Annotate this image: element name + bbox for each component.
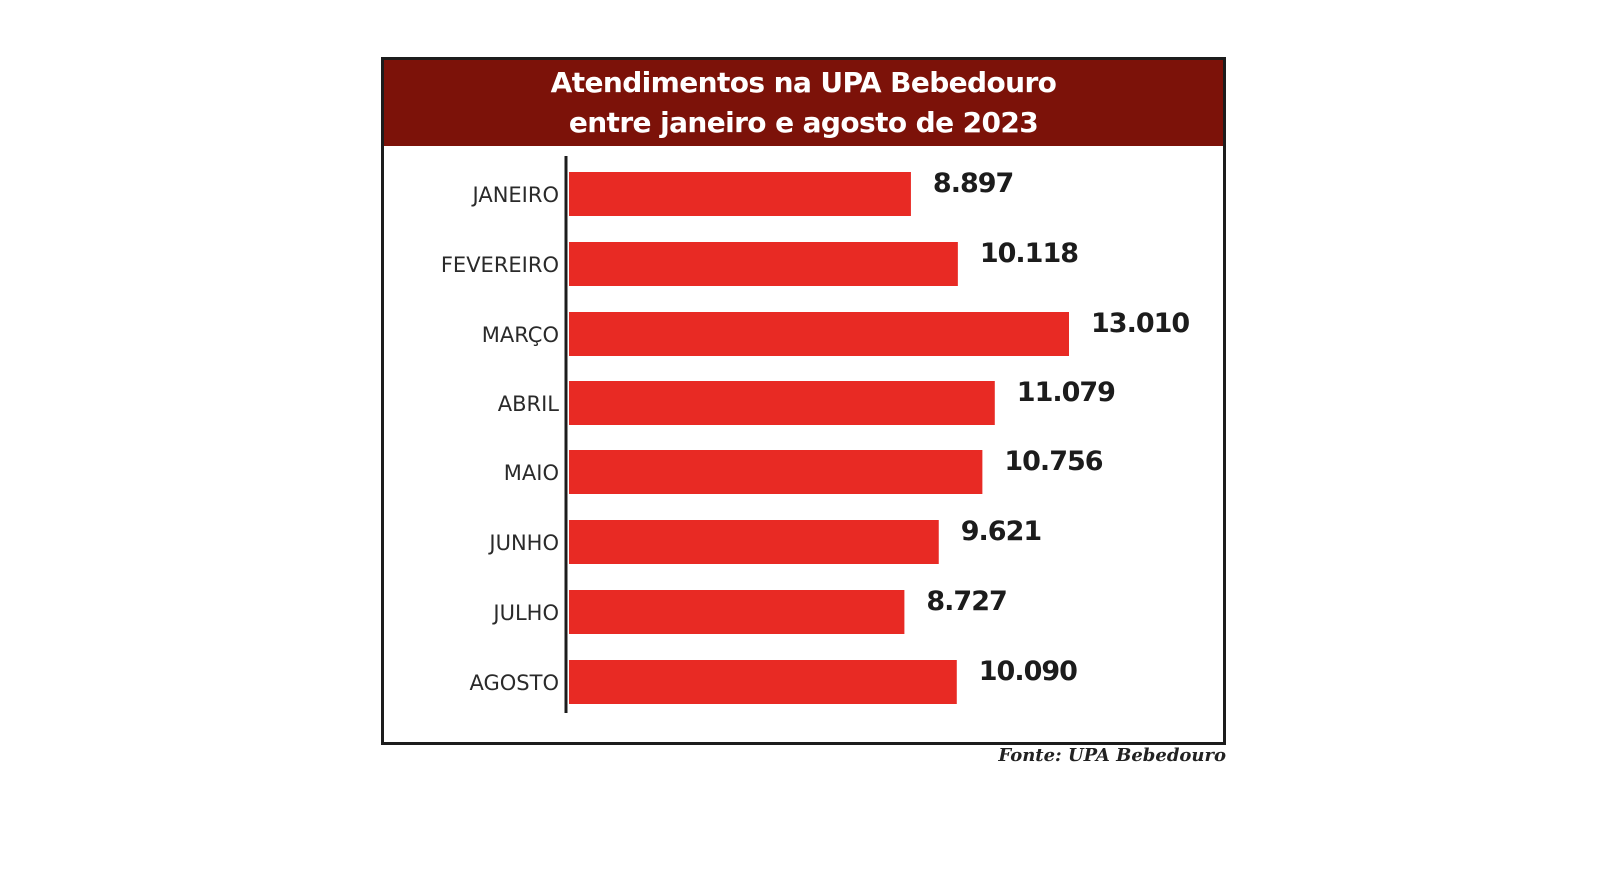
value-label: 10.118 [980,238,1078,269]
bar-1 [569,242,958,286]
category-label: AGOSTO [470,671,560,695]
bar-6 [569,590,905,634]
chart-header: Atendimentos na UPA Bebedouro entre jane… [384,60,1223,146]
chart-frame: Atendimentos na UPA Bebedouro entre jane… [381,57,1226,745]
value-label: 9.621 [961,516,1041,547]
value-label: 10.756 [1004,446,1102,477]
bar-chart: JANEIRO 8.897 FEVEREIRO 10.118 MARÇO 13.010 AB… [441,156,1190,713]
category-label: ABRIL [498,392,560,416]
category-label: MARÇO [482,323,559,347]
bar-5 [569,520,939,564]
category-label: JULHO [491,601,559,625]
value-label: 8.727 [926,586,1006,617]
bar-4 [569,450,983,494]
value-label: 11.079 [1017,377,1115,408]
source-note: Fonte: UPA Bebedouro [998,745,1226,766]
category-label: MAIO [504,461,559,485]
category-label: FEVEREIRO [441,253,559,277]
value-label: 10.090 [979,656,1077,687]
value-label: 13.010 [1091,308,1189,339]
bar-7 [569,660,957,704]
value-label: 8.897 [933,168,1013,199]
category-label: JANEIRO [471,183,559,207]
bar-3 [569,381,995,425]
category-label: JUNHO [487,531,559,555]
chart-title-line-2: entre janeiro e agosto de 2023 [568,106,1039,139]
bar-2 [569,312,1069,356]
chart-title-line-1: Atendimentos na UPA Bebedouro [550,66,1057,99]
bar-0 [569,172,911,216]
